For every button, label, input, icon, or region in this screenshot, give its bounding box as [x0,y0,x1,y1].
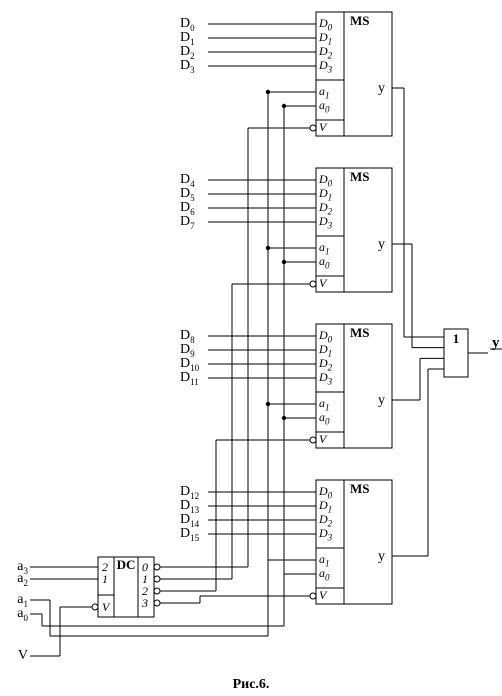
svg-text:V: V [319,276,328,290]
svg-text:V: V [319,432,328,446]
svg-text:1: 1 [102,572,108,586]
svg-text:y: y [378,81,385,96]
svg-text:V: V [319,120,328,134]
svg-text:V: V [319,588,328,602]
multiplexer-diagram: MSyD0D1D2D3a1a0VD0D1D2D3MSyD0D1D2D3a1a0V… [0,0,502,696]
svg-text:y: y [378,393,385,408]
svg-text:y: y [378,237,385,252]
svg-text:3: 3 [141,596,148,610]
svg-text:y: y [378,549,385,564]
dc-label: DC [117,557,136,572]
figure-caption: Рис.6. [233,677,270,692]
svg-text:V: V [102,600,111,614]
or-label: 1 [453,331,460,346]
